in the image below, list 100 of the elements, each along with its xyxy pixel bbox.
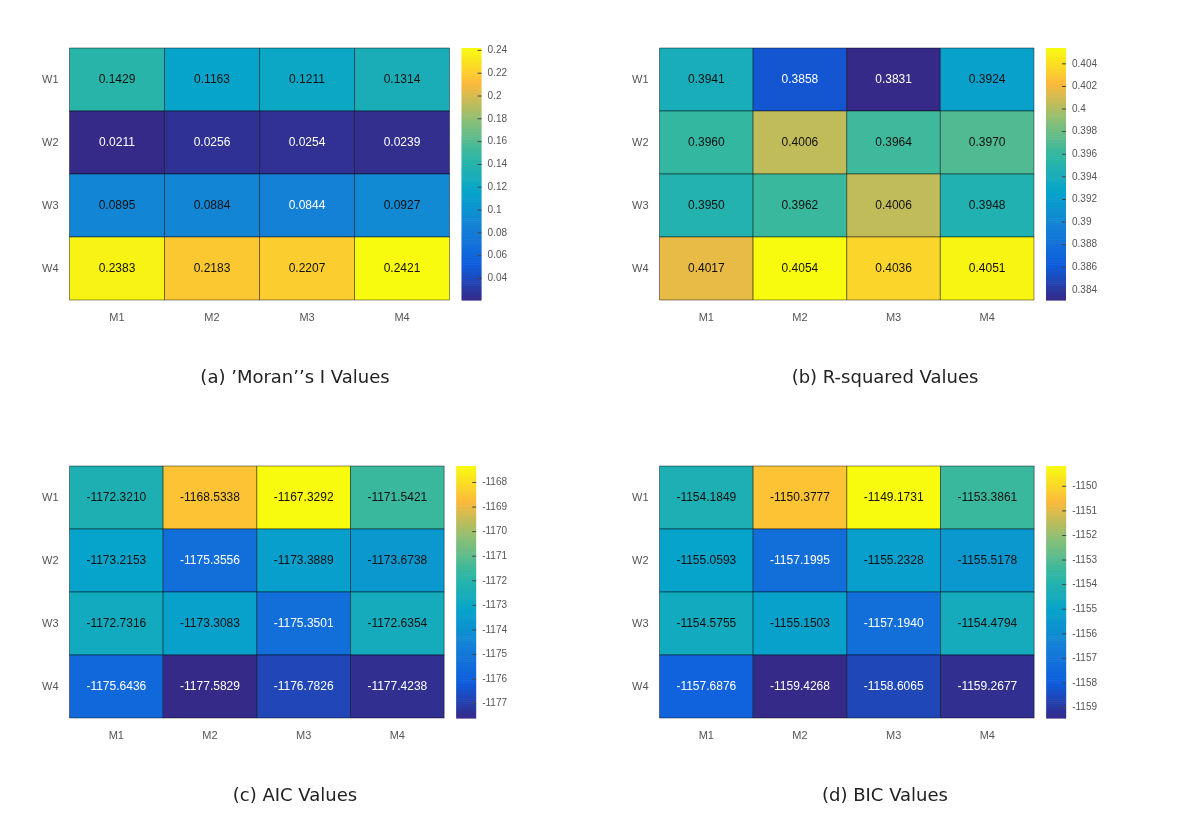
color-bar-label: -1156 bbox=[1072, 627, 1098, 639]
text: (a) ’Moran’’s I Values bbox=[200, 366, 390, 387]
y-tick-label: W2 bbox=[632, 135, 649, 148]
x-tick-label: M1 bbox=[109, 310, 125, 323]
color-bar-label: -1173 bbox=[482, 599, 508, 611]
x-tick-label: M4 bbox=[979, 728, 995, 741]
data-label: 0.0884 bbox=[193, 197, 231, 212]
color-bar-label: 0.394 bbox=[1071, 170, 1098, 182]
y-tick-label: W3 bbox=[42, 198, 59, 211]
data-label: 0.0211 bbox=[99, 134, 136, 149]
y-tick-label: W2 bbox=[42, 135, 59, 148]
color-bar-label: 0.08 bbox=[487, 226, 508, 238]
data-label: 0.0895 bbox=[98, 197, 136, 212]
data-label: 0.0927 bbox=[383, 197, 421, 212]
data-label: -1155.0593 bbox=[676, 552, 737, 567]
data-label: 0.3950 bbox=[687, 197, 725, 212]
data-label: 0.1211 bbox=[289, 71, 326, 86]
x-tick-label: M1 bbox=[698, 310, 714, 323]
data-label: -1155.1503 bbox=[770, 615, 831, 630]
y-tick-label: W3 bbox=[632, 616, 649, 629]
color-bar-label: 0.404 bbox=[1071, 57, 1098, 69]
data-label: -1157.1940 bbox=[863, 615, 924, 630]
data-label: -1176.7826 bbox=[273, 678, 334, 693]
color-bar-label: 0.16 bbox=[487, 135, 508, 147]
y-tick-label: W1 bbox=[632, 490, 649, 503]
data-label: 0.3941 bbox=[687, 71, 725, 86]
data-label: 0.0256 bbox=[193, 134, 231, 149]
y-tick-label: W4 bbox=[42, 261, 59, 274]
color-bar-label: -1158 bbox=[1072, 676, 1098, 688]
color-bar-label: 0.06 bbox=[487, 249, 508, 261]
data-label: -1153.3861 bbox=[957, 489, 1018, 504]
color-bar-label: 0.396 bbox=[1071, 147, 1098, 159]
data-label: -1149.1731 bbox=[863, 489, 924, 504]
x-tick-label: M2 bbox=[792, 310, 808, 323]
x-tick-label: M3 bbox=[296, 728, 312, 741]
y-tick-label: W3 bbox=[632, 198, 649, 211]
data-label: -1157.6876 bbox=[676, 678, 737, 693]
color-bar-label: 0.1 bbox=[487, 203, 502, 215]
data-label: -1154.4794 bbox=[957, 615, 1018, 630]
data-label: -1173.6738 bbox=[367, 552, 428, 567]
y-tick-label: W2 bbox=[632, 553, 649, 566]
color-bar-label: 0.402 bbox=[1071, 80, 1098, 92]
x-tick-label: M4 bbox=[979, 310, 995, 323]
color-bar-label: -1152 bbox=[1072, 529, 1098, 541]
color-bar-label: 0.2 bbox=[487, 89, 502, 101]
data-label: -1159.2677 bbox=[957, 678, 1018, 693]
data-label: 0.3970 bbox=[968, 134, 1006, 149]
data-label: 0.3924 bbox=[968, 71, 1006, 86]
color-bar-label: -1159 bbox=[1072, 701, 1098, 713]
x-tick-label: M2 bbox=[204, 310, 220, 323]
text: (d) BIC Values bbox=[822, 784, 948, 805]
data-label: 0.4036 bbox=[875, 260, 913, 275]
data-label: 0.4006 bbox=[875, 197, 913, 212]
color-bar-label: 0.384 bbox=[1071, 283, 1098, 295]
data-label: -1157.1995 bbox=[770, 552, 831, 567]
color-bar-label: -1154 bbox=[1072, 578, 1098, 590]
data-label: -1168.5338 bbox=[180, 489, 241, 504]
data-label: 0.3964 bbox=[875, 134, 913, 149]
color-bar-label: -1170 bbox=[482, 525, 508, 537]
data-label: 0.2207 bbox=[288, 260, 326, 275]
data-label: 0.1314 bbox=[383, 71, 421, 86]
color-bar-label: -1175 bbox=[482, 648, 508, 660]
color-bar-label: 0.12 bbox=[487, 180, 508, 192]
data-label: 0.2421 bbox=[383, 260, 421, 275]
y-tick-label: W2 bbox=[42, 553, 59, 566]
data-label: 0.0254 bbox=[288, 134, 326, 149]
color-bar-label: 0.388 bbox=[1071, 238, 1098, 250]
data-label: -1155.2328 bbox=[863, 552, 924, 567]
data-label: -1177.4238 bbox=[367, 678, 428, 693]
y-tick-label: W4 bbox=[42, 679, 59, 692]
data-label: 0.0844 bbox=[288, 197, 326, 212]
x-tick-label: M4 bbox=[389, 728, 405, 741]
color-bar-label: -1157 bbox=[1072, 652, 1098, 664]
text: (c) AIC Values bbox=[232, 784, 358, 805]
color-bar-label: 0.386 bbox=[1071, 260, 1098, 272]
color-bar-label: -1150 bbox=[1072, 480, 1098, 492]
y-tick-label: W4 bbox=[632, 679, 649, 692]
data-label: -1173.2153 bbox=[86, 552, 147, 567]
data-label: 0.4054 bbox=[781, 260, 819, 275]
text: (b) R-squared Values bbox=[791, 366, 979, 387]
color-bar-label: 0.24 bbox=[487, 44, 508, 56]
x-tick-label: M2 bbox=[792, 728, 808, 741]
color-bar-label: -1171 bbox=[482, 549, 508, 561]
color-bar-label: 0.392 bbox=[1071, 193, 1098, 205]
data-label: 0.3948 bbox=[968, 197, 1006, 212]
data-label: 0.2183 bbox=[193, 260, 231, 275]
x-tick-label: M1 bbox=[108, 728, 124, 741]
data-label: 0.3858 bbox=[781, 71, 819, 86]
x-tick-label: M4 bbox=[394, 310, 410, 323]
color-bar-label: -1168 bbox=[482, 476, 508, 488]
data-label: -1173.3889 bbox=[273, 552, 334, 567]
color-bar-label: -1177 bbox=[482, 697, 508, 709]
data-label: 0.1429 bbox=[98, 71, 136, 86]
color-bar-label: -1176 bbox=[482, 672, 508, 684]
data-label: 0.3831 bbox=[875, 71, 913, 86]
data-label: -1175.3501 bbox=[273, 615, 334, 630]
data-label: -1177.5829 bbox=[180, 678, 241, 693]
x-tick-label: M3 bbox=[886, 728, 902, 741]
color-bar-label: -1151 bbox=[1072, 504, 1098, 516]
data-label: -1158.6065 bbox=[863, 678, 924, 693]
